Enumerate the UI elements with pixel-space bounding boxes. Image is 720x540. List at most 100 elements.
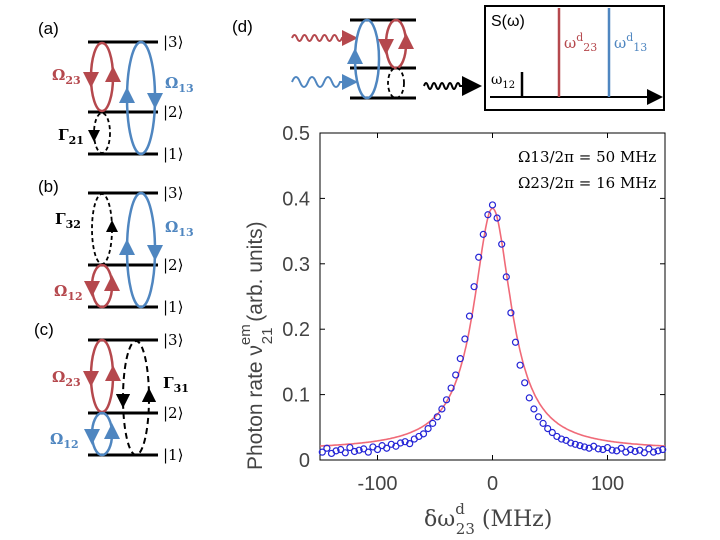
transition-12-loop xyxy=(90,411,114,457)
data-point xyxy=(654,447,662,455)
ket-3: |3⟩ xyxy=(163,331,183,349)
data-point xyxy=(498,240,506,248)
data-point xyxy=(419,430,428,438)
data-point xyxy=(530,405,538,413)
data-point xyxy=(360,445,368,453)
gamma-21-label: Γ21 xyxy=(58,126,84,147)
data-point xyxy=(649,448,658,456)
data-point xyxy=(429,419,437,427)
spectrum-inset-box xyxy=(484,5,665,111)
panel-b: (b) |3⟩ |2⟩ |1⟩ Γ32 Ω13 Ω12 xyxy=(38,177,194,316)
omega-23-label: Ω23 xyxy=(52,368,81,389)
x-tick-label: 100 xyxy=(591,473,624,495)
data-point xyxy=(396,439,405,447)
data-point xyxy=(585,444,593,452)
y-tick-label: 0.2 xyxy=(282,319,310,341)
decay-21-loop xyxy=(93,112,111,154)
data-point xyxy=(659,445,667,454)
data-point xyxy=(424,425,432,433)
data-point xyxy=(364,448,372,456)
y-axis-label: Photon rate νem 21 (arb. units) xyxy=(237,221,276,470)
x-tick-label: -100 xyxy=(357,473,397,495)
ket-1: |1⟩ xyxy=(163,145,183,163)
data-point xyxy=(323,444,331,452)
y-tick-label: 0.5 xyxy=(282,123,310,145)
decay-31-loop xyxy=(122,340,150,456)
data-point xyxy=(392,442,400,450)
omega-12-label: Ω12 xyxy=(54,282,83,303)
data-point xyxy=(599,445,607,454)
data-point xyxy=(502,273,510,281)
w23-label: ωd23 xyxy=(564,31,597,54)
ket-3: |3⟩ xyxy=(163,184,183,202)
panel-a: (a) |3⟩ |2⟩ |1⟩ Ω23 Ω13 Γ21 xyxy=(38,19,194,163)
data-point xyxy=(580,443,589,451)
data-point xyxy=(645,445,653,453)
data-point xyxy=(470,283,478,291)
data-point xyxy=(332,447,340,455)
panel-d-schematic: (d) S(ω) ω12 ωd23 ωd13 xyxy=(232,5,665,111)
data-point xyxy=(387,440,395,448)
data-point xyxy=(539,419,547,427)
data-point xyxy=(373,445,382,454)
x-ticks: -100 0 100 xyxy=(357,133,624,495)
data-point xyxy=(608,446,616,454)
emitted-photon-wave-icon xyxy=(423,76,482,96)
data-point xyxy=(318,448,326,456)
x-tick-label: 0 xyxy=(487,473,498,495)
data-point xyxy=(507,309,515,317)
data-point xyxy=(479,230,487,238)
data-point xyxy=(452,371,460,379)
data-point xyxy=(548,428,556,437)
gamma-32-label: Γ32 xyxy=(55,210,81,231)
data-point xyxy=(631,447,639,456)
x-axis-label: δωd 23 (MHz) xyxy=(424,500,552,538)
ket-2: |2⟩ xyxy=(163,103,183,121)
omega-13-label: Ω13 xyxy=(165,218,194,239)
data-point xyxy=(346,443,354,452)
panel-b-label: (b) xyxy=(38,177,59,196)
annotation-omega23: Ω23/2π = 16 MHz xyxy=(518,174,656,192)
transition-23-loop xyxy=(89,41,115,113)
transition-13-loop xyxy=(125,40,157,156)
ket-2: |2⟩ xyxy=(163,256,183,274)
fit-line xyxy=(319,207,666,447)
data-point xyxy=(341,449,349,457)
y-tick-label: 0 xyxy=(299,450,310,472)
data-point xyxy=(521,379,529,387)
omega-12-label: Ω12 xyxy=(50,430,79,451)
red-field-wave-icon xyxy=(291,30,358,46)
panel-c-label: (c) xyxy=(34,320,54,339)
transition-23-loop xyxy=(384,18,408,70)
omega-13-label: Ω13 xyxy=(165,74,194,95)
data-point xyxy=(571,440,579,448)
panel-c: (c) |3⟩ |2⟩ |1⟩ Ω23 Γ31 Ω12 xyxy=(34,320,189,464)
panel-a-label: (a) xyxy=(38,19,59,38)
data-point xyxy=(442,396,451,404)
transition-12-loop xyxy=(90,263,114,309)
data-point xyxy=(337,445,345,454)
data-point xyxy=(516,361,524,369)
y-tick-label: 0.3 xyxy=(282,254,310,276)
ket-1: |1⟩ xyxy=(163,446,183,464)
data-point xyxy=(488,201,497,209)
data-point xyxy=(534,413,543,421)
data-point xyxy=(576,442,584,450)
data-series xyxy=(318,201,667,458)
data-point xyxy=(484,211,492,219)
data-point xyxy=(544,425,552,433)
spectrum-ylabel: S(ω) xyxy=(491,13,525,30)
decay-21-loop xyxy=(387,67,405,99)
annotation-omega13: Ω13/2π = 50 MHz xyxy=(518,148,656,166)
panel-d-label: (d) xyxy=(232,17,253,36)
data-point xyxy=(350,447,359,456)
ket-2: |2⟩ xyxy=(163,404,183,422)
omega-23-label: Ω23 xyxy=(52,66,81,87)
data-point xyxy=(525,394,533,402)
data-point xyxy=(355,446,363,454)
data-point xyxy=(617,444,625,452)
data-point xyxy=(456,355,464,363)
transition-13-loop xyxy=(353,18,381,100)
data-point xyxy=(383,444,391,452)
